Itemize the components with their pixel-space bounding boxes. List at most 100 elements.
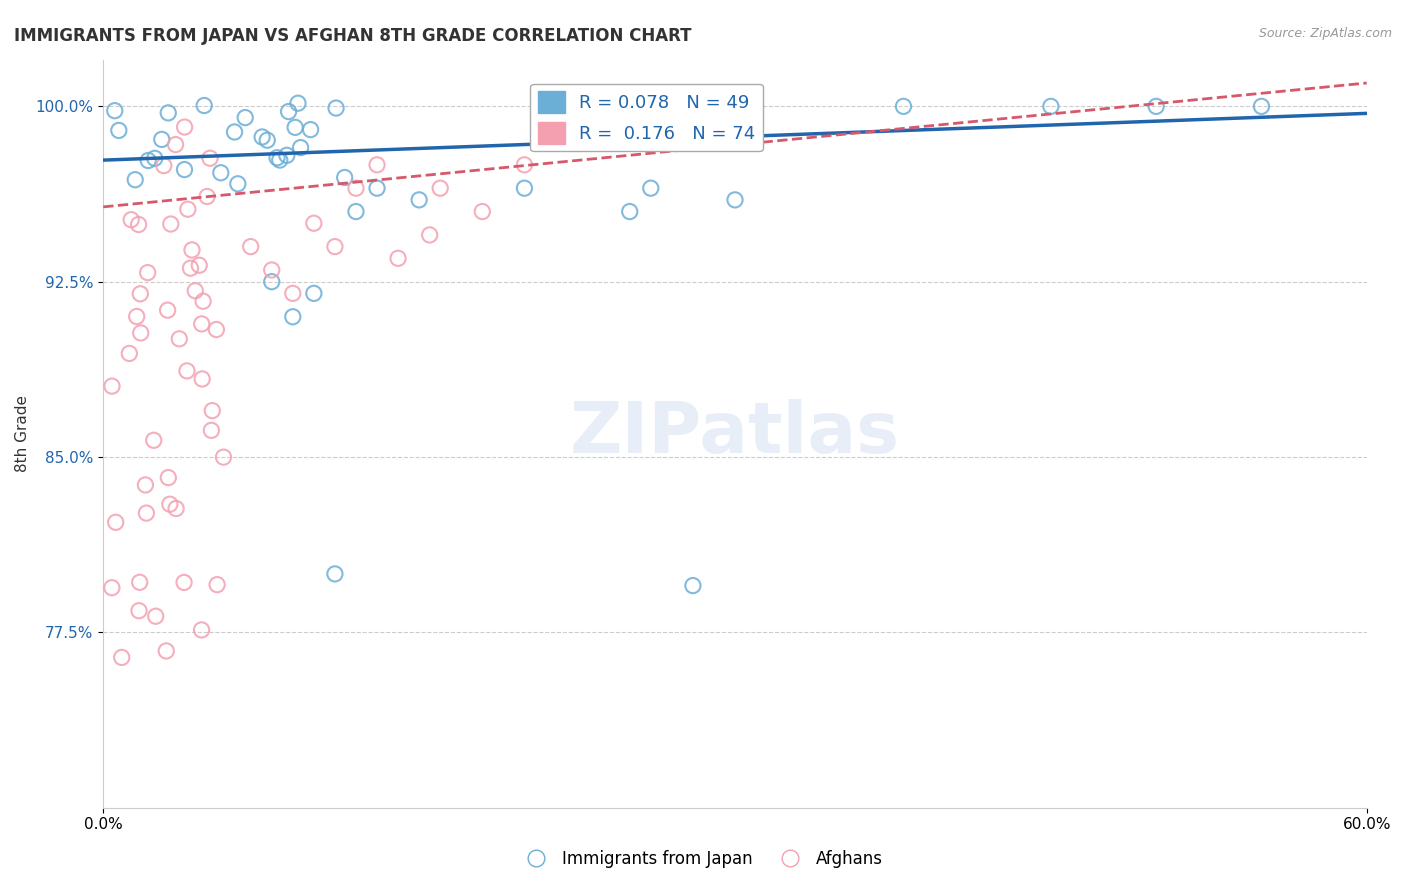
Point — [173, 120, 195, 134]
Point — [157, 106, 180, 120]
Point — [169, 332, 191, 346]
Y-axis label: 8th Grade: 8th Grade — [15, 395, 30, 472]
Point — [152, 159, 174, 173]
Point — [124, 172, 146, 186]
Point — [200, 423, 222, 437]
Point — [135, 506, 157, 520]
Point — [344, 181, 367, 195]
Point — [201, 403, 224, 417]
Point — [165, 137, 187, 152]
Point — [724, 193, 747, 207]
Point — [177, 202, 200, 217]
Point — [233, 111, 256, 125]
Point — [143, 151, 166, 165]
Point — [157, 470, 180, 484]
Point — [893, 99, 915, 113]
Point — [209, 166, 232, 180]
Point — [1250, 99, 1272, 113]
Point — [191, 294, 214, 309]
Point — [198, 151, 221, 165]
Point — [224, 125, 246, 139]
Point — [129, 286, 152, 301]
Point — [513, 158, 536, 172]
Point — [101, 379, 124, 393]
Point — [118, 346, 141, 360]
Point — [191, 372, 214, 386]
Point — [205, 322, 228, 336]
Point — [640, 181, 662, 195]
Point — [682, 578, 704, 592]
Point — [277, 104, 299, 119]
Point — [142, 434, 165, 448]
Text: IMMIGRANTS FROM JAPAN VS AFGHAN 8TH GRADE CORRELATION CHART: IMMIGRANTS FROM JAPAN VS AFGHAN 8TH GRAD… — [14, 27, 692, 45]
Point — [159, 217, 181, 231]
Point — [1039, 99, 1062, 113]
Point — [125, 310, 148, 324]
Point — [323, 566, 346, 581]
Point — [205, 577, 228, 591]
Point — [195, 189, 218, 203]
Point — [128, 575, 150, 590]
Point — [212, 450, 235, 464]
Point — [104, 516, 127, 530]
Point — [471, 204, 494, 219]
Point — [134, 478, 156, 492]
Point — [555, 122, 578, 136]
Point — [181, 243, 204, 257]
Point — [366, 181, 388, 195]
Point — [287, 96, 309, 111]
Text: ZIPatlas: ZIPatlas — [569, 399, 900, 468]
Point — [344, 204, 367, 219]
Point — [366, 158, 388, 172]
Point — [429, 181, 451, 195]
Point — [276, 148, 298, 162]
Point — [128, 218, 150, 232]
Point — [136, 266, 159, 280]
Point — [101, 581, 124, 595]
Point — [108, 123, 131, 137]
Point — [188, 258, 211, 272]
Point — [179, 261, 201, 276]
Point — [269, 153, 291, 167]
Point — [111, 650, 134, 665]
Point — [155, 644, 177, 658]
Point — [513, 181, 536, 195]
Point — [408, 193, 430, 207]
Point — [129, 326, 152, 340]
Point — [150, 132, 173, 146]
Point — [190, 317, 212, 331]
Point — [333, 170, 356, 185]
Point — [104, 103, 127, 118]
Point — [266, 151, 288, 165]
Point — [299, 122, 322, 136]
Point — [284, 120, 307, 135]
Point — [159, 497, 181, 511]
Point — [145, 609, 167, 624]
Point — [256, 133, 278, 147]
Point — [190, 623, 212, 637]
Point — [302, 216, 325, 230]
Point — [193, 98, 215, 112]
Legend: R = 0.078   N = 49, R =  0.176   N = 74: R = 0.078 N = 49, R = 0.176 N = 74 — [530, 84, 762, 151]
Point — [302, 286, 325, 301]
Point — [184, 284, 207, 298]
Point — [120, 212, 142, 227]
Point — [290, 140, 312, 154]
Point — [260, 263, 283, 277]
Point — [325, 101, 347, 115]
Point — [1144, 99, 1167, 113]
Point — [173, 162, 195, 177]
Point — [156, 303, 179, 318]
Point — [128, 604, 150, 618]
Point — [165, 501, 187, 516]
Point — [176, 364, 198, 378]
Point — [323, 239, 346, 253]
Text: Source: ZipAtlas.com: Source: ZipAtlas.com — [1258, 27, 1392, 40]
Point — [387, 252, 409, 266]
Point — [173, 575, 195, 590]
Point — [619, 204, 641, 219]
Point — [136, 153, 159, 168]
Point — [260, 275, 283, 289]
Legend: Immigrants from Japan, Afghans: Immigrants from Japan, Afghans — [516, 844, 890, 875]
Point — [419, 227, 441, 242]
